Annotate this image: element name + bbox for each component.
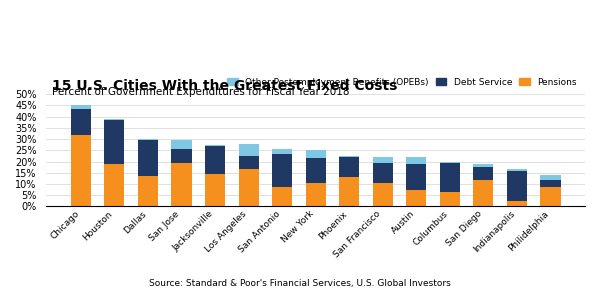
- Bar: [473, 164, 493, 167]
- Bar: [272, 154, 292, 187]
- Bar: [138, 176, 158, 206]
- Bar: [272, 149, 292, 154]
- Text: Percent of Government Expenditures for Fiscal Year 2018: Percent of Government Expenditures for F…: [52, 88, 349, 97]
- Bar: [205, 174, 225, 206]
- Bar: [541, 187, 560, 206]
- Bar: [541, 179, 560, 187]
- Bar: [373, 163, 393, 183]
- Bar: [406, 190, 427, 206]
- Bar: [507, 169, 527, 171]
- Bar: [305, 150, 326, 158]
- Bar: [71, 105, 91, 109]
- Bar: [172, 140, 191, 149]
- Bar: [138, 140, 158, 176]
- Bar: [507, 171, 527, 201]
- Bar: [541, 175, 560, 179]
- Bar: [239, 144, 259, 156]
- Bar: [239, 156, 259, 169]
- Bar: [104, 164, 124, 206]
- Bar: [272, 187, 292, 206]
- Bar: [440, 163, 460, 192]
- Bar: [406, 164, 427, 190]
- Bar: [339, 156, 359, 157]
- Bar: [440, 162, 460, 163]
- Bar: [104, 120, 124, 164]
- Text: Source: Standard & Poor's Financial Services, U.S. Global Investors: Source: Standard & Poor's Financial Serv…: [149, 279, 451, 288]
- Bar: [205, 145, 225, 146]
- Bar: [339, 157, 359, 177]
- Bar: [305, 158, 326, 183]
- Bar: [172, 163, 191, 206]
- Bar: [138, 139, 158, 140]
- Bar: [473, 179, 493, 206]
- Bar: [71, 109, 91, 135]
- Bar: [205, 146, 225, 174]
- Bar: [507, 201, 527, 206]
- Bar: [440, 192, 460, 206]
- Bar: [373, 157, 393, 163]
- Text: 15 U.S. Cities With the Greatest Fixed Costs: 15 U.S. Cities With the Greatest Fixed C…: [52, 79, 397, 93]
- Bar: [473, 167, 493, 179]
- Bar: [239, 169, 259, 206]
- Bar: [172, 149, 191, 163]
- Bar: [406, 157, 427, 164]
- Bar: [305, 183, 326, 206]
- Bar: [339, 177, 359, 206]
- Legend: Other Postemployment Benefits (OPEBs), Debt Service, Pensions: Other Postemployment Benefits (OPEBs), D…: [223, 74, 580, 90]
- Bar: [373, 183, 393, 206]
- Bar: [71, 135, 91, 206]
- Bar: [104, 119, 124, 120]
